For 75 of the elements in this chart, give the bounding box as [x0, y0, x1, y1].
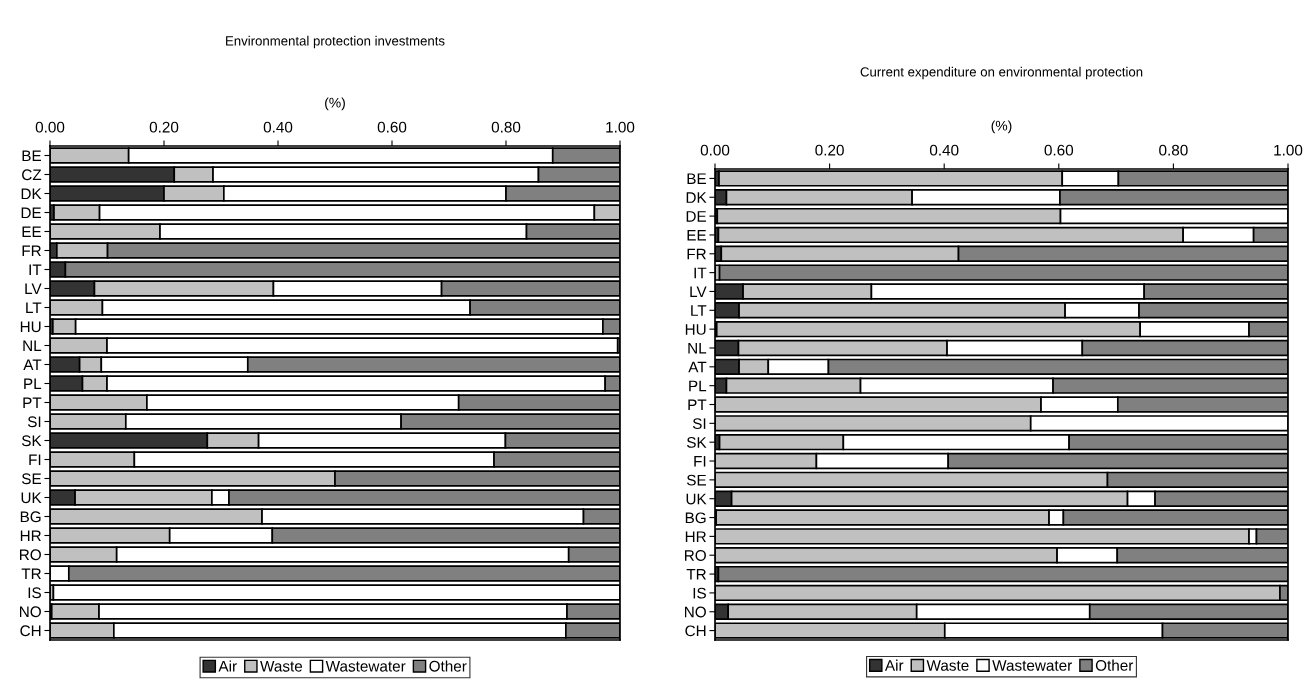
x-tick-label: 0.80	[1159, 144, 1188, 156]
y-tick-label: SK	[21, 435, 42, 447]
legend-label: Air	[218, 660, 237, 672]
y-tick-label: DE	[21, 207, 42, 219]
y-tick-label: LT	[26, 302, 42, 314]
x-tick-label: 0.40	[263, 121, 293, 133]
legend-label: Other	[1095, 659, 1134, 671]
y-tick-label: SE	[21, 473, 42, 485]
y-tick-label: BE	[22, 150, 42, 162]
x-tick-label: 0.20	[815, 144, 844, 156]
y-tick-label: UK	[686, 493, 707, 505]
y-tick-label: IT	[29, 264, 42, 276]
y-tick-label: PT	[23, 397, 42, 409]
y-tick-label: AT	[688, 361, 707, 373]
y-tick-label: EE	[687, 229, 707, 241]
y-tick-label: EE	[22, 226, 42, 238]
x-tick-label: 1.00	[606, 121, 635, 133]
y-tick-label: IS	[28, 587, 41, 599]
y-tick-label: DK	[21, 188, 42, 200]
y-tick-label: BG	[20, 511, 41, 523]
y-tick-label: IT	[694, 267, 707, 279]
chart-title: Current expenditure on environmental protection	[860, 66, 1143, 80]
y-tick-label: FR	[22, 245, 41, 257]
x-tick-label: 0.20	[149, 121, 179, 133]
y-tick-label: AT	[23, 359, 42, 371]
legend-label: Air	[884, 659, 904, 671]
y-tick-label: TR	[21, 568, 41, 580]
y-tick-label: RO	[685, 550, 706, 561]
legend-label: Wastewater	[325, 660, 406, 672]
y-tick-label: NL	[688, 343, 707, 354]
y-tick-label: SI	[27, 416, 41, 428]
x-tick-label: 0.40	[929, 144, 959, 156]
y-tick-label: CH	[20, 625, 41, 637]
y-tick-label: FI	[29, 454, 41, 466]
x-tick-label: 0.60	[377, 121, 407, 133]
y-tick-label: CZ	[22, 169, 42, 181]
y-tick-label: BG	[685, 512, 706, 524]
chart-title: Environmental protection investments	[226, 35, 445, 49]
y-tick-label: DK	[686, 192, 707, 203]
legend-label: Other	[429, 660, 467, 672]
y-tick-label: LV	[25, 283, 42, 295]
y-tick-label: FI	[694, 456, 706, 467]
y-tick-label: PT	[688, 399, 707, 411]
y-tick-label: FR	[687, 248, 706, 260]
x-axis-title: (%)	[325, 97, 345, 111]
x-tick-label: 0.80	[491, 121, 521, 133]
y-tick-label: CH	[685, 625, 706, 637]
legend-label: Wastewater	[992, 660, 1072, 671]
y-tick-label: NO	[685, 606, 706, 618]
y-tick-label: HR	[685, 531, 706, 542]
x-tick-label: 1.00	[1274, 144, 1303, 156]
y-tick-label: DE	[686, 211, 707, 222]
y-tick-label: SE	[686, 474, 707, 486]
y-tick-label: RO	[20, 549, 41, 561]
y-tick-label: LV	[690, 286, 707, 297]
y-tick-label: HR	[20, 530, 41, 542]
y-tick-label: SK	[686, 437, 707, 448]
y-tick-label: SI	[692, 418, 706, 430]
y-tick-label: HU	[20, 321, 41, 333]
y-tick-label: PL	[24, 378, 42, 390]
y-tick-label: LT	[691, 305, 707, 316]
legend-label: Waste	[926, 660, 969, 671]
y-tick-label: HU	[685, 324, 706, 335]
legend-label: Waste	[260, 660, 303, 672]
y-tick-label: BE	[687, 173, 707, 184]
y-tick-label: PL	[689, 380, 707, 392]
x-axis-title: (%)	[991, 120, 1012, 134]
y-tick-label: NL	[23, 340, 42, 352]
x-tick-label: 0.00	[700, 144, 730, 156]
y-tick-label: IS	[693, 587, 706, 599]
y-tick-label: TR	[686, 569, 706, 580]
x-tick-label: 0.00	[35, 121, 65, 133]
y-tick-label: UK	[21, 492, 42, 504]
x-tick-label: 0.60	[1044, 144, 1074, 156]
y-tick-label: NO	[20, 606, 41, 618]
